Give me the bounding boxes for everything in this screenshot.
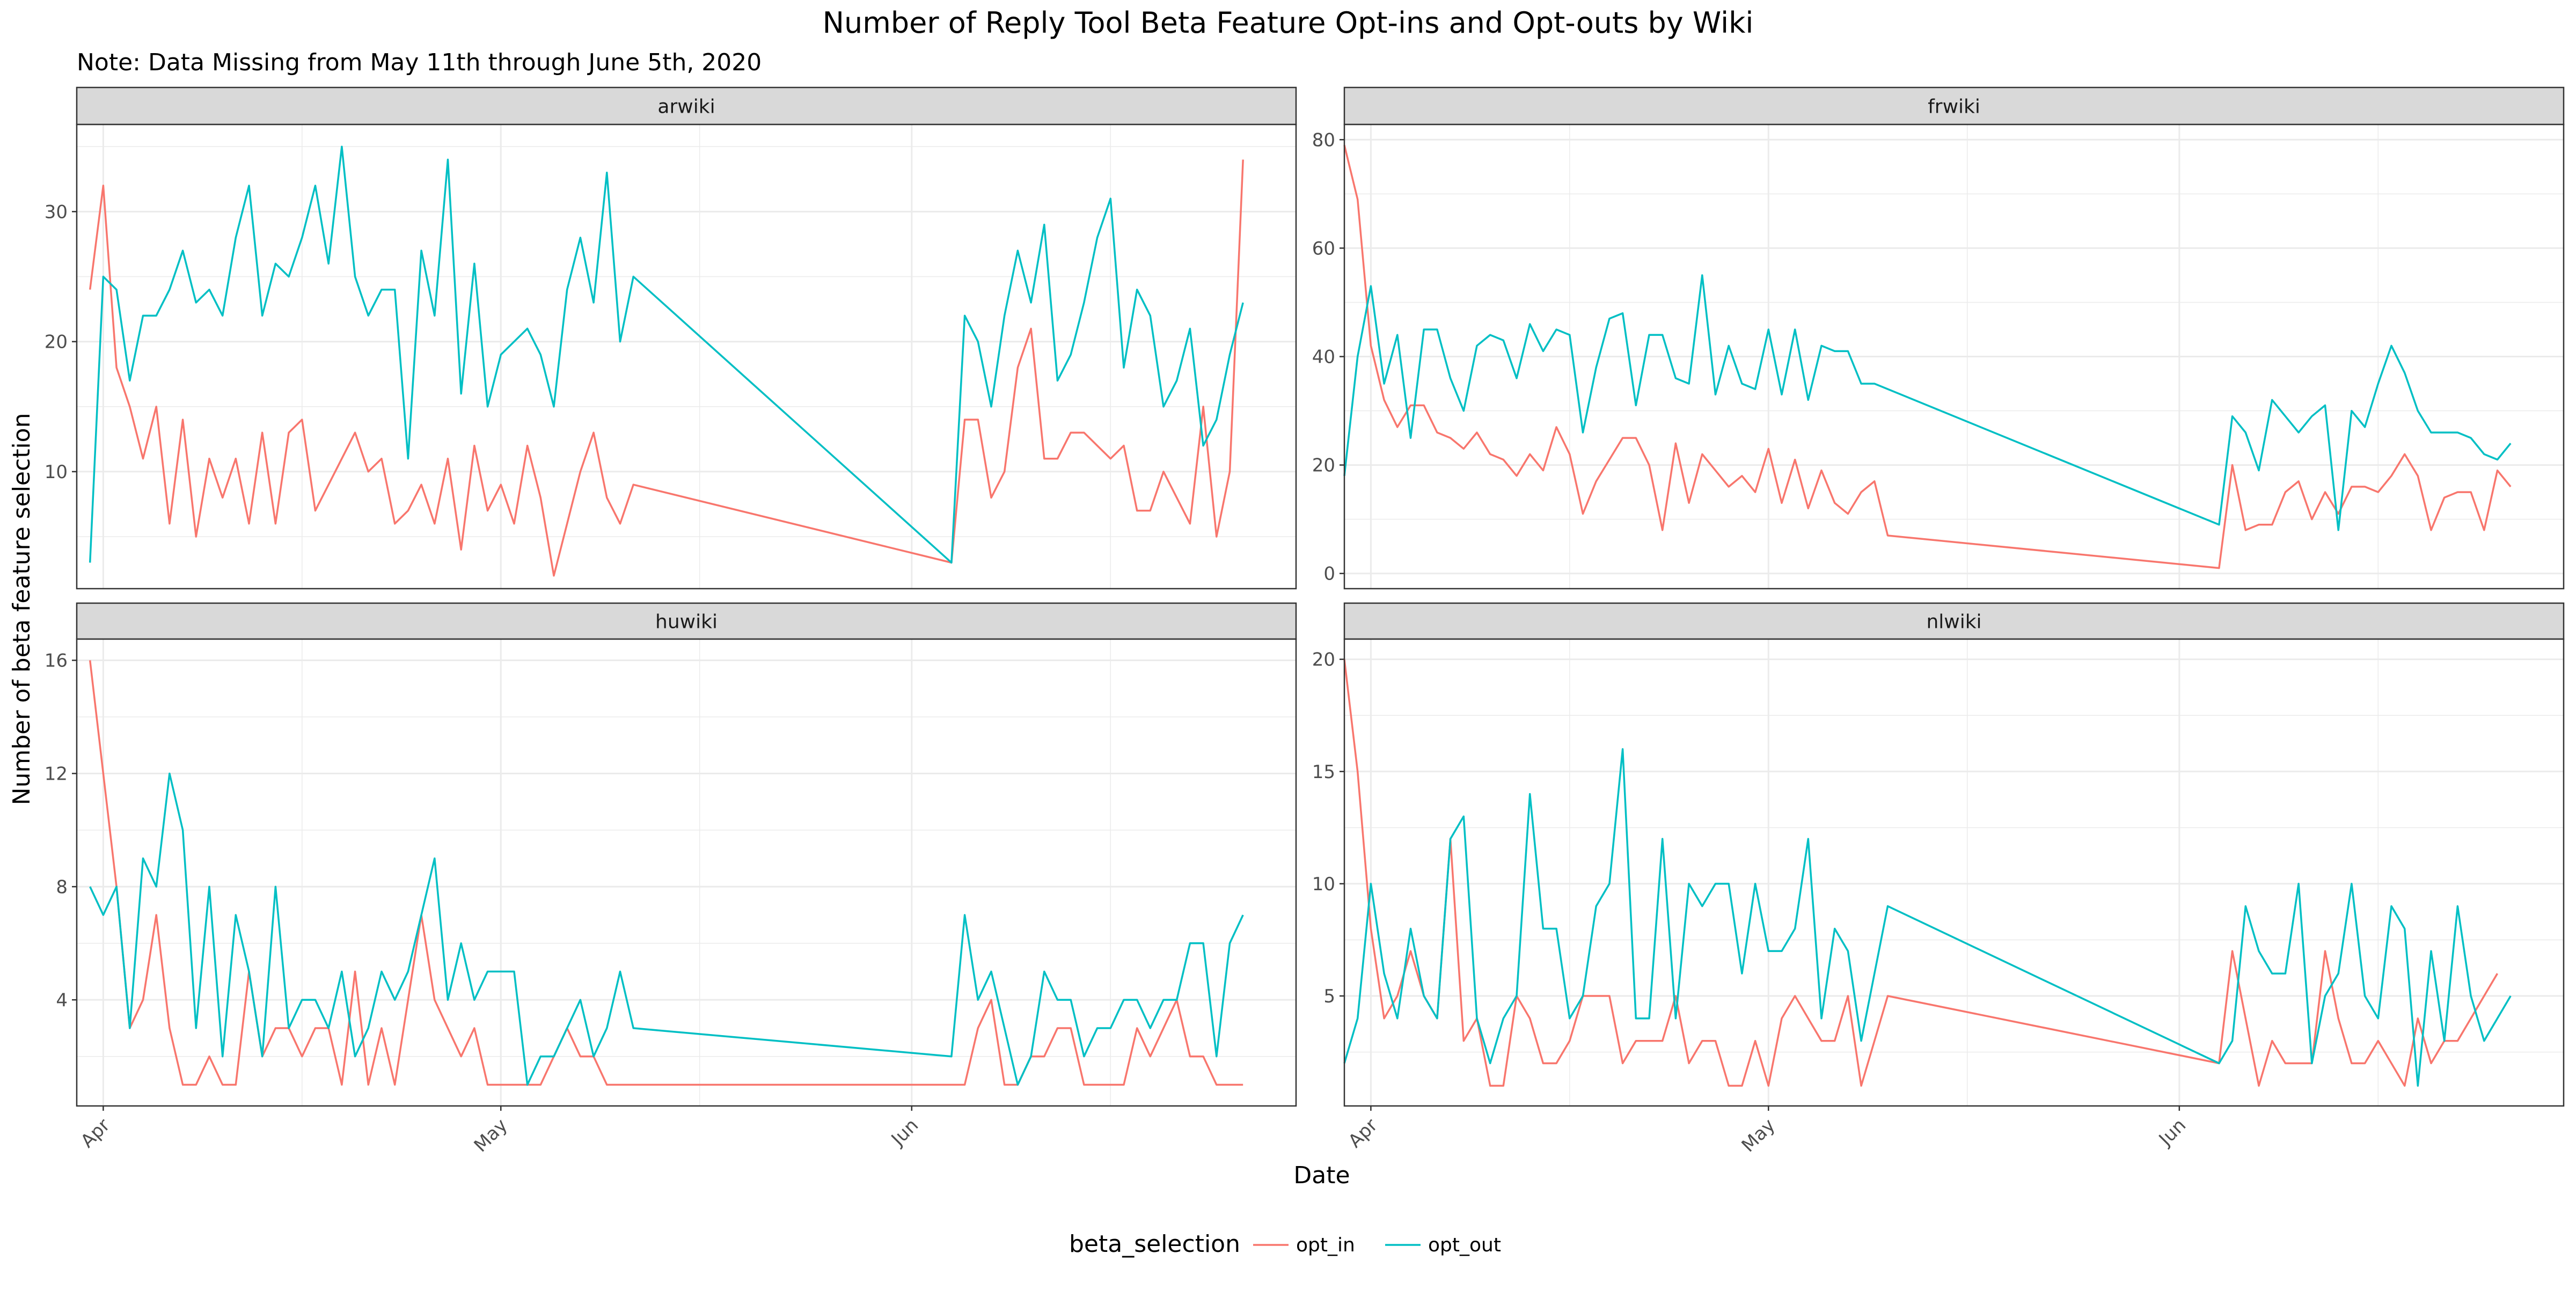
panel-border bbox=[1343, 123, 2565, 590]
y-tick-label: 40 bbox=[1312, 347, 1335, 368]
y-tick-label: 5 bbox=[1323, 986, 1335, 1007]
series-line-opt_in bbox=[1343, 144, 2512, 569]
y-tick-label: 20 bbox=[1312, 649, 1335, 671]
chart-subtitle: Note: Data Missing from May 11th through… bbox=[77, 49, 762, 76]
panel-arwiki: arwiki 10 20 30 bbox=[45, 86, 1297, 590]
y-tick-label: 4 bbox=[56, 990, 68, 1011]
panel-background bbox=[1344, 639, 2564, 1106]
y-axis-title: Number of beta feature selection bbox=[8, 413, 35, 805]
legend-title: beta_selection bbox=[1069, 1230, 1240, 1258]
facet-strip bbox=[76, 602, 1297, 640]
facet-strip bbox=[76, 86, 1297, 126]
y-tick-label: 30 bbox=[45, 201, 68, 223]
panel-border bbox=[76, 123, 1297, 590]
y-tick-label: 10 bbox=[1312, 874, 1335, 895]
series-line-opt_out bbox=[1343, 748, 2512, 1087]
y-tick-label: 15 bbox=[1312, 761, 1335, 783]
facet-strip-label: nlwiki bbox=[1926, 611, 1981, 633]
legend-label-opt_out: opt_out bbox=[1428, 1234, 1501, 1256]
facet-strip-label: frwiki bbox=[1928, 96, 1980, 118]
y-tick-label: 10 bbox=[45, 461, 68, 483]
y-tick-label: 8 bbox=[56, 876, 68, 898]
y-tick-label: 80 bbox=[1312, 129, 1335, 151]
panel-border bbox=[1343, 638, 2565, 1107]
legend: beta_selection opt_in opt_out bbox=[1069, 1230, 1501, 1258]
facet-strip-label: huwiki bbox=[655, 611, 718, 633]
panel-border bbox=[76, 638, 1297, 1107]
series-line-opt_out bbox=[1343, 274, 2512, 531]
series-line-opt_out bbox=[89, 145, 1244, 564]
legend-label-opt_in: opt_in bbox=[1296, 1234, 1355, 1256]
y-tick-label: 20 bbox=[45, 332, 68, 353]
series-line-opt_in bbox=[89, 660, 1243, 1086]
y-tick-label: 16 bbox=[45, 650, 68, 672]
panel-background bbox=[77, 124, 1296, 589]
y-tick-label: 20 bbox=[1312, 455, 1335, 477]
y-tick-label: 0 bbox=[1323, 563, 1335, 585]
y-tick-label: 60 bbox=[1312, 238, 1335, 259]
panel-frwiki: frwiki 0 20 40 60 80 bbox=[1312, 86, 2565, 590]
series-line-opt_out bbox=[89, 772, 1244, 1086]
series-line-opt_in bbox=[1343, 659, 2499, 1087]
x-axis-title: Date bbox=[1293, 1162, 1350, 1189]
y-tick-label: 12 bbox=[45, 763, 68, 785]
chart-title: Number of Reply Tool Beta Feature Opt-in… bbox=[823, 6, 1754, 40]
series-line-opt_in bbox=[89, 159, 1244, 577]
facet-strip-label: arwiki bbox=[657, 96, 715, 118]
